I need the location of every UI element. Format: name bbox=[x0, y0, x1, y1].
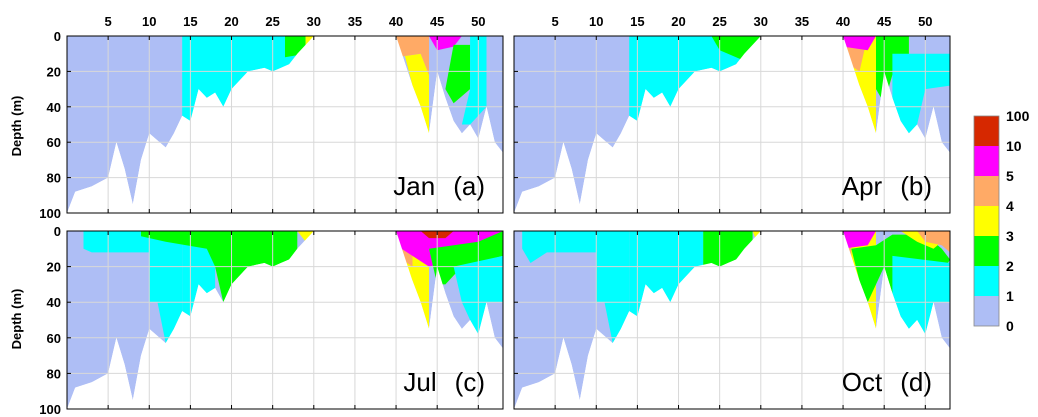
month-label: Jul bbox=[403, 367, 436, 397]
colorbar-tick-label: 100 bbox=[1006, 108, 1030, 124]
x-tick-label: 15 bbox=[630, 14, 644, 29]
x-tick-label: 10 bbox=[142, 14, 156, 29]
x-tick-label: 35 bbox=[348, 14, 362, 29]
x-tick-label: 35 bbox=[795, 14, 809, 29]
plot-frame bbox=[66, 230, 504, 410]
x-tick-label: 45 bbox=[430, 14, 444, 29]
y-tick-label: 20 bbox=[47, 260, 61, 275]
x-tick-label: 5 bbox=[105, 14, 112, 29]
region-bin-1 bbox=[629, 231, 704, 317]
y-tick-label: 40 bbox=[47, 295, 61, 310]
plot-frame bbox=[513, 230, 951, 410]
x-tick-label: 40 bbox=[389, 14, 403, 29]
colorbar: 0 1 2 3 4 5 10 100 bbox=[973, 108, 1030, 334]
panel-title: Jan (a) bbox=[393, 171, 485, 201]
panel-jan: 5 10 15 20 25 30 35 40 45 50 0 20 40 60 80 100 Jan (a) bbox=[39, 14, 504, 221]
colorbar-segment-1 bbox=[974, 266, 999, 296]
seafloor-mask bbox=[514, 36, 950, 213]
x-tick-label: 30 bbox=[307, 14, 321, 29]
region-bin-0 bbox=[67, 36, 503, 213]
colorbar-segment-3 bbox=[974, 206, 999, 236]
panel-letter: (d) bbox=[900, 367, 932, 397]
y-tick-label: 100 bbox=[39, 402, 61, 417]
colorbar-frame bbox=[973, 115, 1000, 327]
panel-letter: (a) bbox=[453, 171, 485, 201]
y-tick-label: 100 bbox=[39, 206, 61, 221]
x-tick-label: 50 bbox=[918, 14, 932, 29]
panel-apr: 5 10 15 20 25 30 35 40 45 50 Apr (b) bbox=[513, 14, 951, 214]
region-bin-2 bbox=[703, 231, 753, 267]
colorbar-segment-10 bbox=[974, 116, 999, 146]
region-bin-1 bbox=[522, 231, 630, 344]
y-tick-label: 60 bbox=[47, 135, 61, 150]
y-tick-label: 60 bbox=[47, 331, 61, 346]
y-tick-label: 80 bbox=[47, 366, 61, 381]
x-tick-label: 25 bbox=[712, 14, 726, 29]
month-label: Apr bbox=[842, 171, 883, 201]
colorbar-tick-label: 0 bbox=[1006, 318, 1014, 334]
colorbar-tick-label: 3 bbox=[1006, 228, 1014, 244]
y-tick-label: 20 bbox=[47, 64, 61, 79]
x-tick-label: 25 bbox=[265, 14, 279, 29]
colorbar-segment-0 bbox=[974, 296, 999, 326]
y-axis-label-top: Depth (m) bbox=[9, 96, 24, 157]
panel-oct: Oct (d) bbox=[513, 230, 951, 410]
seafloor-mask bbox=[67, 231, 503, 409]
x-tick-label: 10 bbox=[589, 14, 603, 29]
region-bin-1 bbox=[182, 36, 298, 121]
panel-title: Jul (c) bbox=[403, 367, 485, 397]
y-tick-label: 0 bbox=[54, 224, 61, 239]
x-tick-label: 20 bbox=[671, 14, 685, 29]
colorbar-segment-2 bbox=[974, 236, 999, 266]
colorbar-tick-label: 10 bbox=[1006, 138, 1022, 154]
plot-frame bbox=[66, 35, 504, 214]
panel-title: Apr (b) bbox=[842, 171, 932, 201]
colorbar-segment-5 bbox=[974, 146, 999, 176]
region-bin-0 bbox=[514, 36, 950, 213]
month-label: Jan bbox=[393, 171, 435, 201]
x-tick-label: 45 bbox=[877, 14, 891, 29]
region-bin-1 bbox=[83, 231, 183, 344]
x-tick-label: 50 bbox=[471, 14, 485, 29]
plot-frame bbox=[513, 35, 951, 214]
region-bin-1 bbox=[892, 255, 950, 335]
panel-letter: (b) bbox=[900, 171, 932, 201]
y-tick-label: 80 bbox=[47, 171, 61, 186]
x-tick-label: 15 bbox=[183, 14, 197, 29]
region-bin-1 bbox=[629, 36, 753, 121]
x-tick-label: 5 bbox=[552, 14, 559, 29]
colorbar-segment-4 bbox=[974, 176, 999, 206]
region-bin-2 bbox=[429, 231, 503, 285]
panel-jul: 0 20 40 60 80 100 Jul (c) bbox=[39, 224, 504, 417]
region-bin-1 bbox=[461, 36, 487, 125]
y-axis-label-bottom: Depth (m) bbox=[9, 289, 24, 350]
x-tick-label: 30 bbox=[754, 14, 768, 29]
seafloor-mask bbox=[514, 231, 950, 409]
panel-letter: (c) bbox=[455, 367, 485, 397]
colorbar-tick-label: 1 bbox=[1006, 288, 1014, 304]
colorbar-tick-label: 4 bbox=[1006, 198, 1014, 214]
x-tick-label: 20 bbox=[224, 14, 238, 29]
y-tick-label: 40 bbox=[47, 100, 61, 115]
y-tick-label: 0 bbox=[54, 29, 61, 44]
region-bin-2 bbox=[445, 44, 471, 104]
panel-title: Oct (d) bbox=[842, 367, 932, 397]
colorbar-tick-label: 2 bbox=[1006, 258, 1014, 274]
colorbar-tick-label: 5 bbox=[1006, 168, 1014, 184]
month-label: Oct bbox=[842, 367, 883, 397]
x-tick-label: 40 bbox=[836, 14, 850, 29]
region-bin-1 bbox=[892, 53, 950, 134]
seafloor-mask bbox=[67, 36, 503, 213]
